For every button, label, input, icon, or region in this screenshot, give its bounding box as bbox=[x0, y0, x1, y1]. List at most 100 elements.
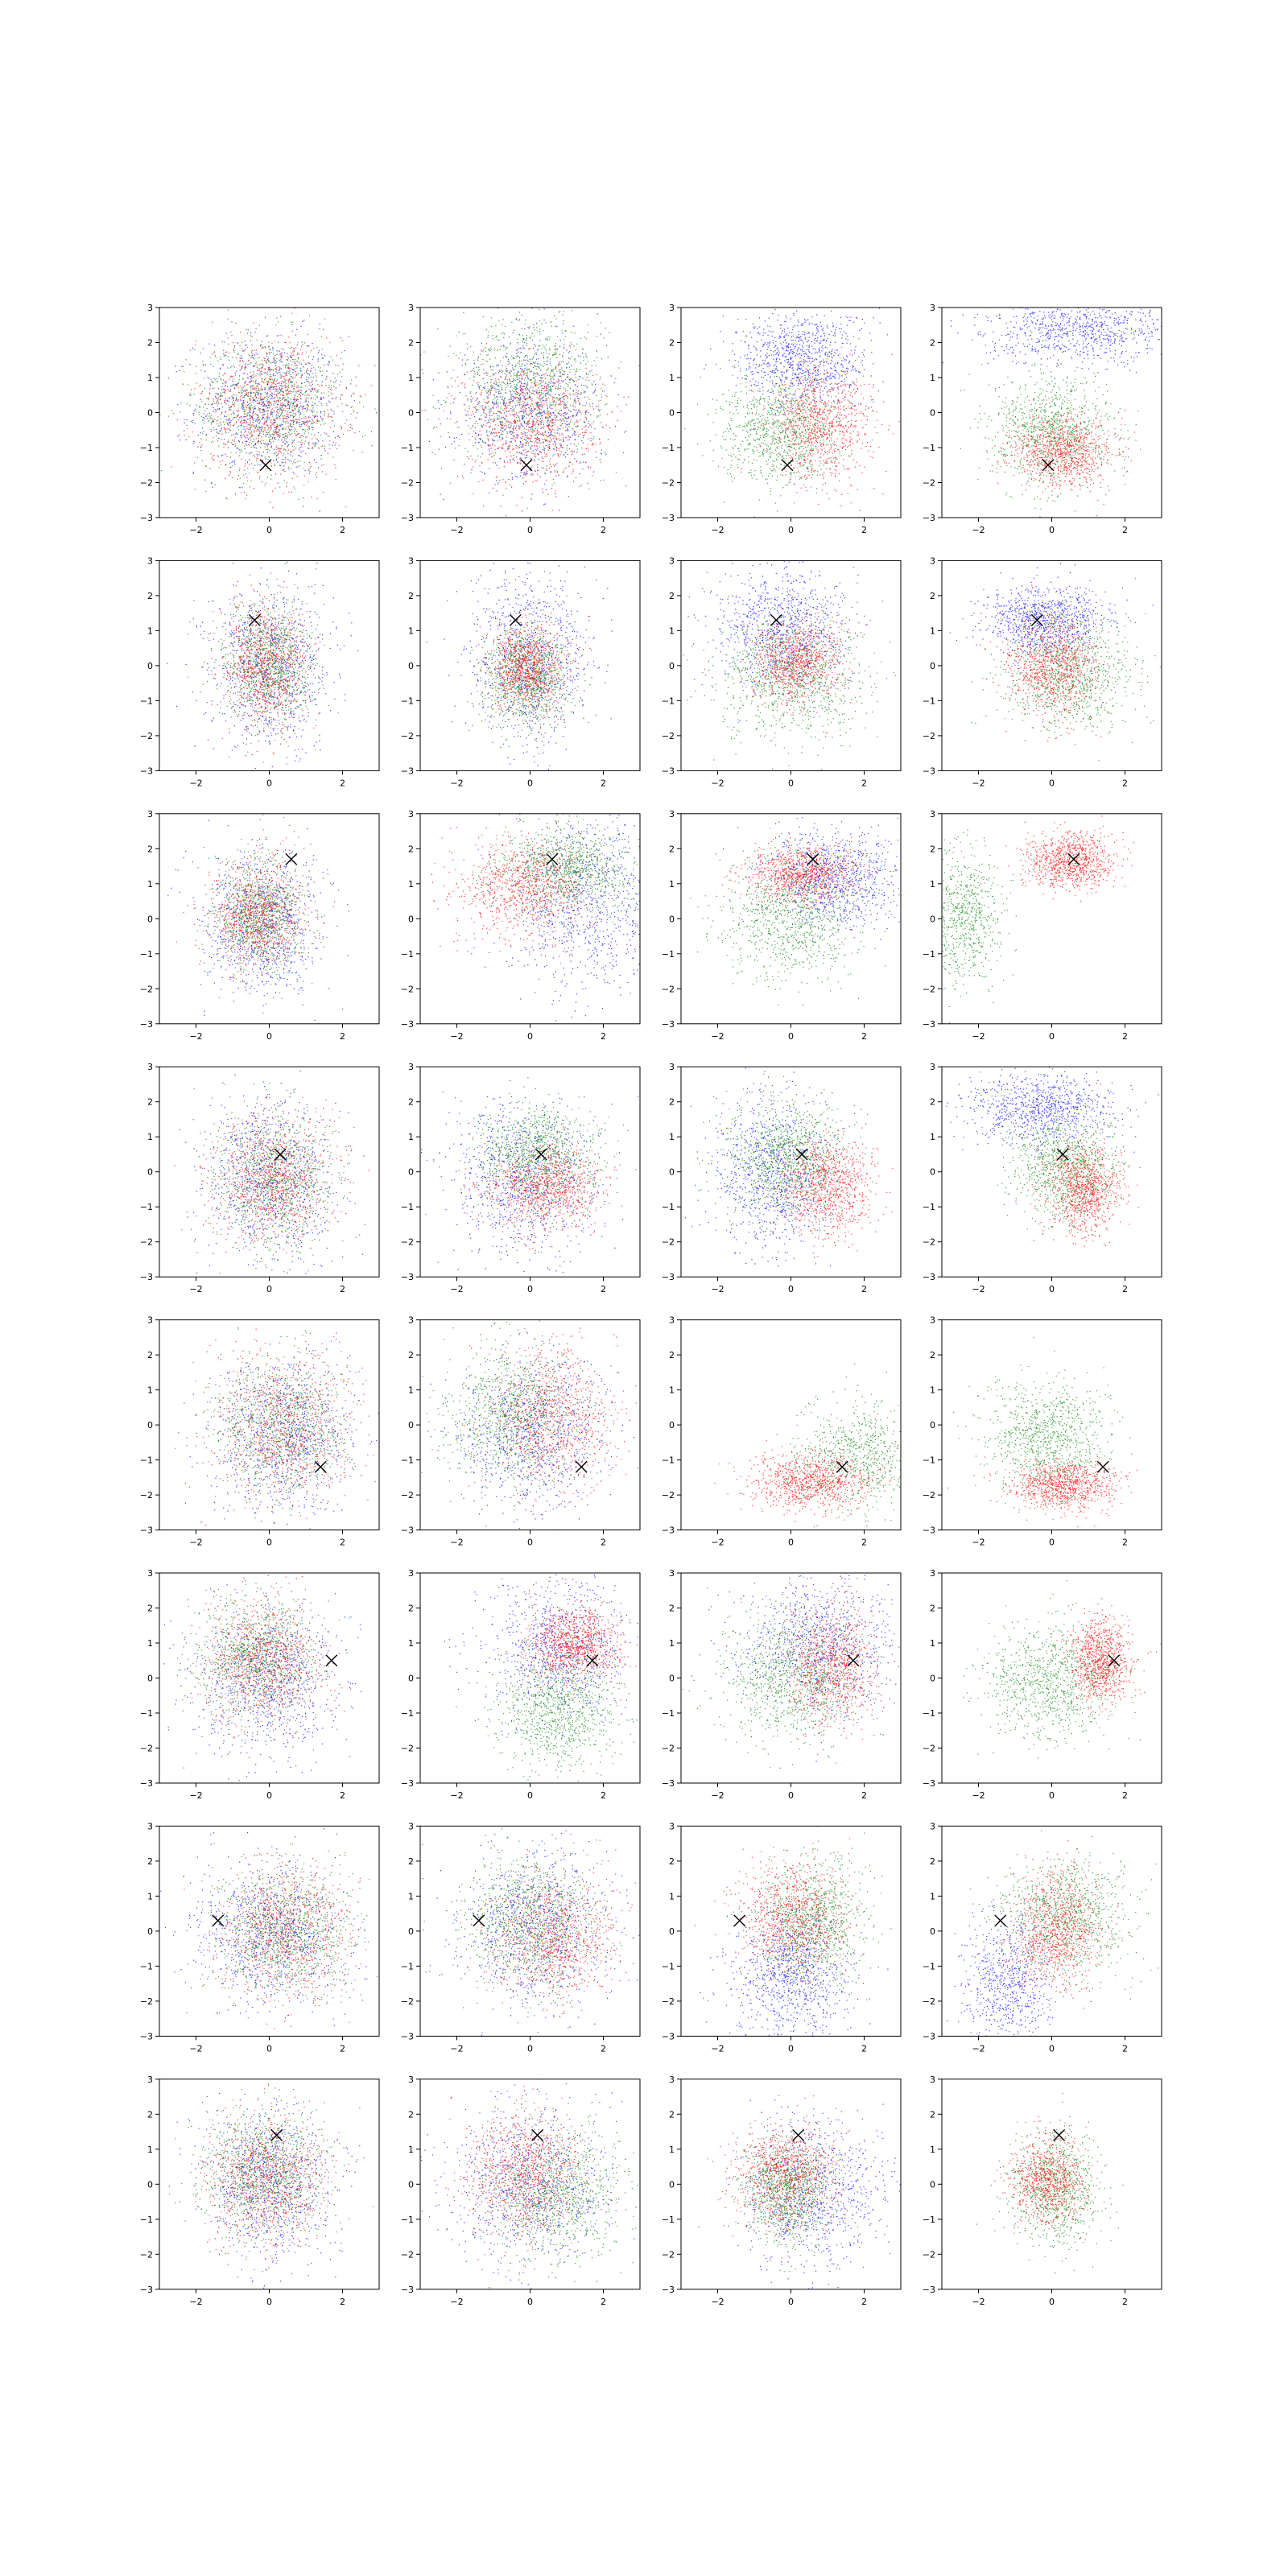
x-marker bbox=[1097, 1461, 1108, 1472]
axes-frame bbox=[420, 1573, 640, 1783]
y-tick-label: −1 bbox=[923, 1202, 935, 1212]
x-tick-label: −2 bbox=[972, 2297, 985, 2307]
series-blue-points bbox=[408, 308, 627, 537]
y-tick-label: −1 bbox=[662, 1202, 675, 1212]
y-tick-label: −2 bbox=[401, 1996, 414, 2007]
y-tick-label: −2 bbox=[662, 731, 675, 741]
x-tick-label: 0 bbox=[266, 1790, 272, 1801]
series-red-points bbox=[695, 1817, 892, 2018]
y-tick-label: 2 bbox=[930, 1856, 935, 1867]
y-tick-label: −1 bbox=[140, 443, 153, 453]
y-tick-label: −1 bbox=[662, 1455, 675, 1466]
y-tick-label: 3 bbox=[147, 1062, 153, 1072]
points-layer bbox=[421, 1294, 646, 1556]
series-blue-points bbox=[931, 261, 1236, 382]
series-green-points bbox=[684, 336, 877, 522]
series-red-points bbox=[704, 597, 868, 733]
series-red-points bbox=[432, 809, 617, 964]
series-red-points bbox=[1015, 1122, 1139, 1247]
series-blue-points bbox=[427, 1294, 645, 1556]
x-tick-label: −2 bbox=[189, 1031, 202, 1042]
points-layer bbox=[148, 815, 349, 1029]
x-tick-label: 2 bbox=[340, 1790, 345, 1801]
x-tick-label: 0 bbox=[1049, 2043, 1055, 2054]
x-marker bbox=[734, 1915, 745, 1926]
x-tick-label: −2 bbox=[450, 2043, 463, 2054]
y-tick-label: 2 bbox=[669, 591, 675, 601]
x-tick-label: 2 bbox=[340, 2043, 345, 2054]
y-tick-label: −2 bbox=[401, 2249, 414, 2260]
x-tick-label: 0 bbox=[266, 1284, 272, 1294]
y-tick-label: −1 bbox=[401, 1455, 414, 1466]
series-green-points bbox=[939, 1337, 1131, 1521]
y-tick-label: −2 bbox=[662, 478, 675, 489]
series-red-points bbox=[986, 398, 1137, 522]
points-layer bbox=[421, 2060, 674, 2300]
y-tick-label: −1 bbox=[140, 2215, 153, 2225]
y-tick-label: −3 bbox=[923, 2285, 935, 2295]
series-blue-points bbox=[178, 1290, 413, 1583]
y-tick-label: −2 bbox=[662, 1237, 675, 1248]
y-tick-label: 2 bbox=[147, 1604, 153, 1614]
y-tick-label: 0 bbox=[408, 1674, 414, 1684]
y-tick-label: 2 bbox=[669, 338, 675, 349]
x-tick-label: −2 bbox=[189, 2043, 202, 2054]
x-marker bbox=[1031, 614, 1042, 625]
y-tick-label: 0 bbox=[408, 408, 414, 419]
y-tick-label: 3 bbox=[408, 1062, 414, 1072]
x-tick-label: 0 bbox=[266, 1031, 272, 1042]
x-tick-label: 0 bbox=[788, 2297, 794, 2307]
y-tick-label: 1 bbox=[930, 1385, 935, 1396]
x-tick-label: 0 bbox=[527, 1031, 533, 1042]
axes-frame bbox=[942, 2079, 1162, 2289]
x-tick-label: 2 bbox=[601, 2043, 606, 2054]
y-tick-label: 0 bbox=[669, 408, 675, 419]
y-tick-label: 2 bbox=[669, 844, 675, 854]
y-tick-label: 1 bbox=[669, 625, 675, 636]
y-tick-label: 2 bbox=[930, 591, 935, 601]
y-tick-label: 1 bbox=[930, 1132, 935, 1142]
series-red-points bbox=[714, 1440, 897, 1527]
y-tick-label: 3 bbox=[147, 555, 153, 566]
x-tick-label: −2 bbox=[711, 525, 724, 535]
x-tick-label: 2 bbox=[340, 2297, 345, 2307]
y-tick-label: −2 bbox=[140, 1237, 153, 1248]
x-tick-label: 0 bbox=[527, 1284, 533, 1294]
y-tick-label: −3 bbox=[140, 513, 153, 523]
y-tick-label: 1 bbox=[930, 373, 935, 383]
points-layer bbox=[683, 1550, 955, 1784]
x-tick-label: −2 bbox=[711, 778, 724, 788]
y-tick-label: −3 bbox=[401, 1019, 414, 1030]
axes-frame bbox=[942, 1067, 1162, 1277]
y-tick-label: 0 bbox=[147, 661, 153, 671]
y-tick-label: 3 bbox=[930, 1315, 935, 1326]
y-tick-label: 3 bbox=[408, 1821, 414, 1831]
y-tick-label: 0 bbox=[147, 1926, 153, 1937]
x-tick-label: 0 bbox=[788, 1031, 794, 1042]
y-tick-label: −1 bbox=[662, 949, 675, 960]
y-tick-label: −2 bbox=[923, 478, 935, 489]
y-tick-label: 0 bbox=[408, 914, 414, 924]
x-tick-label: 0 bbox=[788, 2043, 794, 2054]
x-tick-label: −2 bbox=[450, 525, 463, 535]
y-tick-label: 1 bbox=[930, 879, 935, 890]
x-marker bbox=[793, 2129, 804, 2140]
axes-frame bbox=[942, 560, 1162, 770]
x-tick-label: 2 bbox=[1122, 778, 1128, 788]
y-tick-label: −2 bbox=[140, 731, 153, 741]
x-marker bbox=[286, 853, 297, 865]
y-tick-label: 0 bbox=[930, 1926, 935, 1937]
y-tick-label: 2 bbox=[930, 2109, 935, 2120]
y-tick-label: −1 bbox=[401, 1961, 414, 1971]
y-tick-label: 1 bbox=[408, 373, 414, 383]
x-tick-label: 2 bbox=[601, 1031, 606, 1042]
points-layer bbox=[398, 277, 650, 536]
